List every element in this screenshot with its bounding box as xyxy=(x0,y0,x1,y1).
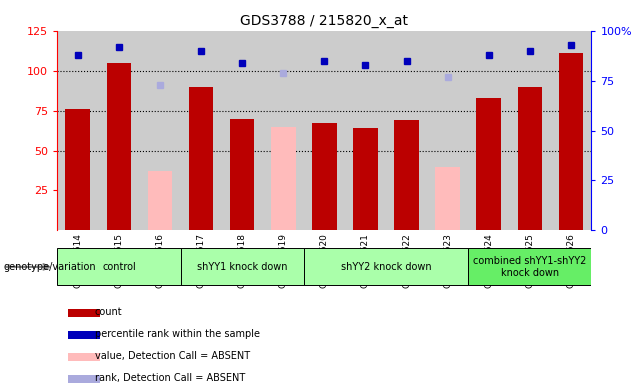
FancyBboxPatch shape xyxy=(57,248,181,285)
Bar xyxy=(435,167,460,230)
Bar xyxy=(550,31,591,230)
Text: count: count xyxy=(95,307,122,317)
Text: percentile rank within the sample: percentile rank within the sample xyxy=(95,329,259,339)
Bar xyxy=(139,31,181,230)
Text: rank, Detection Call = ABSENT: rank, Detection Call = ABSENT xyxy=(95,374,245,384)
Bar xyxy=(68,331,100,339)
Bar xyxy=(99,31,139,230)
Bar xyxy=(68,309,100,316)
Bar xyxy=(312,123,336,230)
Bar xyxy=(66,109,90,230)
Text: combined shYY1-shYY2
knock down: combined shYY1-shYY2 knock down xyxy=(473,256,586,278)
Bar xyxy=(558,53,583,230)
Bar xyxy=(271,127,296,230)
Bar xyxy=(221,31,263,230)
Bar xyxy=(181,31,221,230)
Bar xyxy=(509,31,550,230)
Bar xyxy=(476,98,501,230)
Bar xyxy=(386,31,427,230)
Text: control: control xyxy=(102,262,135,272)
Bar xyxy=(468,31,509,230)
Text: genotype/variation: genotype/variation xyxy=(3,262,96,272)
FancyBboxPatch shape xyxy=(468,248,591,285)
Title: GDS3788 / 215820_x_at: GDS3788 / 215820_x_at xyxy=(240,14,408,28)
Bar xyxy=(148,171,172,230)
FancyBboxPatch shape xyxy=(304,248,468,285)
Bar xyxy=(304,31,345,230)
Text: value, Detection Call = ABSENT: value, Detection Call = ABSENT xyxy=(95,351,250,361)
Text: shYY1 knock down: shYY1 knock down xyxy=(197,262,287,272)
Bar xyxy=(394,120,419,230)
Bar xyxy=(263,31,304,230)
Text: shYY2 knock down: shYY2 knock down xyxy=(341,262,431,272)
Bar xyxy=(107,63,131,230)
Bar xyxy=(230,119,254,230)
Bar xyxy=(68,375,100,383)
Bar xyxy=(57,31,99,230)
Bar xyxy=(68,353,100,361)
FancyBboxPatch shape xyxy=(181,248,304,285)
Bar xyxy=(353,128,378,230)
Bar xyxy=(427,31,468,230)
Bar xyxy=(345,31,386,230)
Bar xyxy=(518,87,542,230)
Bar xyxy=(189,87,214,230)
